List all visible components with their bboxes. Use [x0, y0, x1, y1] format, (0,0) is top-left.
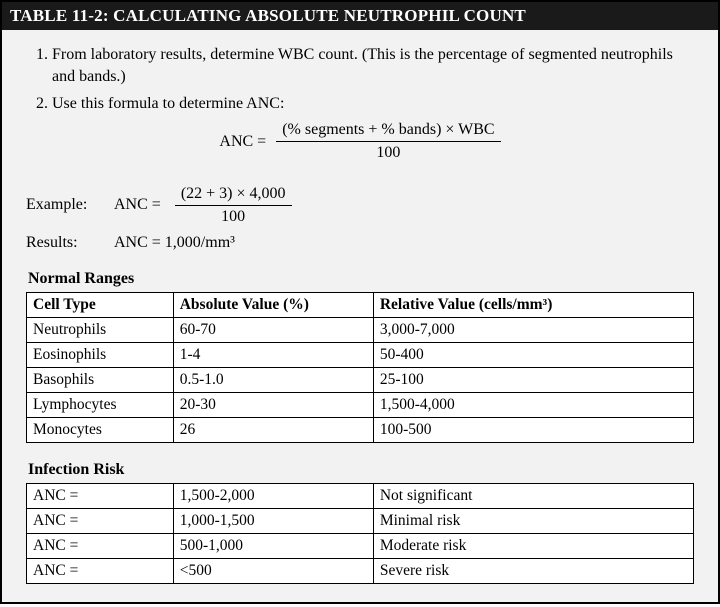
table-row: ANC = 1,000-1,500 Minimal risk: [27, 509, 694, 534]
risk-label: ANC =: [27, 509, 174, 534]
example-lhs: ANC =: [114, 196, 161, 214]
table-row: ANC = <500 Severe risk: [27, 559, 694, 584]
table-content: From laboratory results, determine WBC c…: [2, 30, 718, 602]
risk-range: 500-1,000: [173, 534, 373, 559]
infection-risk-table: ANC = 1,500-2,000 Not significant ANC = …: [26, 483, 694, 584]
risk-level: Not significant: [373, 484, 693, 509]
example-label: Example:: [26, 196, 100, 214]
table-row: ANC = 500-1,000 Moderate risk: [27, 534, 694, 559]
cell-rel: 50-400: [373, 343, 693, 368]
formula-lhs: ANC =: [219, 133, 266, 151]
steps-list: From laboratory results, determine WBC c…: [26, 44, 694, 115]
cell-abs: 60-70: [173, 318, 373, 343]
cell-rel: 1,500-4,000: [373, 393, 693, 418]
table-row: Monocytes 26 100-500: [27, 418, 694, 443]
risk-range: 1,000-1,500: [173, 509, 373, 534]
risk-label: ANC =: [27, 559, 174, 584]
table-row: ANC = 1,500-2,000 Not significant: [27, 484, 694, 509]
col-relative-value: Relative Value (cells/mm³): [373, 293, 693, 318]
cell-abs: 1-4: [173, 343, 373, 368]
risk-label: ANC =: [27, 484, 174, 509]
results-label: Results:: [26, 234, 100, 252]
example-denominator: 100: [221, 206, 245, 226]
table-title: TABLE 11-2: CALCULATING ABSOLUTE NEUTROP…: [10, 6, 526, 25]
cell-abs: 26: [173, 418, 373, 443]
risk-label: ANC =: [27, 534, 174, 559]
col-absolute-value: Absolute Value (%): [173, 293, 373, 318]
risk-range: <500: [173, 559, 373, 584]
table-row: Lymphocytes 20-30 1,500-4,000: [27, 393, 694, 418]
risk-level: Moderate risk: [373, 534, 693, 559]
formula-fraction: (% segments + % bands) × WBC 100: [276, 121, 500, 163]
step-2: Use this formula to determine ANC:: [52, 93, 694, 115]
formula-numerator: (% segments + % bands) × WBC: [276, 121, 500, 142]
table-container: TABLE 11-2: CALCULATING ABSOLUTE NEUTROP…: [0, 0, 720, 604]
cell-rel: 3,000-7,000: [373, 318, 693, 343]
normal-ranges-table: Cell Type Absolute Value (%) Relative Va…: [26, 292, 694, 443]
risk-level: Severe risk: [373, 559, 693, 584]
cell-type: Neutrophils: [27, 318, 174, 343]
table-row: Eosinophils 1-4 50-400: [27, 343, 694, 368]
results-value: ANC = 1,000/mm³: [114, 234, 235, 252]
step-1: From laboratory results, determine WBC c…: [52, 44, 694, 87]
table-row: Neutrophils 60-70 3,000-7,000: [27, 318, 694, 343]
table-title-bar: TABLE 11-2: CALCULATING ABSOLUTE NEUTROP…: [2, 2, 718, 30]
cell-rel: 25-100: [373, 368, 693, 393]
example-numerator: (22 + 3) × 4,000: [175, 185, 292, 206]
risk-level: Minimal risk: [373, 509, 693, 534]
normal-ranges-heading: Normal Ranges: [28, 270, 694, 288]
col-cell-type: Cell Type: [27, 293, 174, 318]
cell-abs: 0.5-1.0: [173, 368, 373, 393]
cell-type: Basophils: [27, 368, 174, 393]
risk-range: 1,500-2,000: [173, 484, 373, 509]
example-block: Example: ANC = (22 + 3) × 4,000 100 Resu…: [26, 185, 694, 253]
cell-rel: 100-500: [373, 418, 693, 443]
formula-denominator: 100: [376, 142, 400, 162]
example-fraction: (22 + 3) × 4,000 100: [175, 185, 292, 227]
cell-type: Eosinophils: [27, 343, 174, 368]
cell-type: Monocytes: [27, 418, 174, 443]
infection-risk-heading: Infection Risk: [28, 461, 694, 479]
anc-formula: ANC = (% segments + % bands) × WBC 100: [26, 121, 694, 163]
table-row: Basophils 0.5-1.0 25-100: [27, 368, 694, 393]
cell-abs: 20-30: [173, 393, 373, 418]
cell-type: Lymphocytes: [27, 393, 174, 418]
table-header-row: Cell Type Absolute Value (%) Relative Va…: [27, 293, 694, 318]
